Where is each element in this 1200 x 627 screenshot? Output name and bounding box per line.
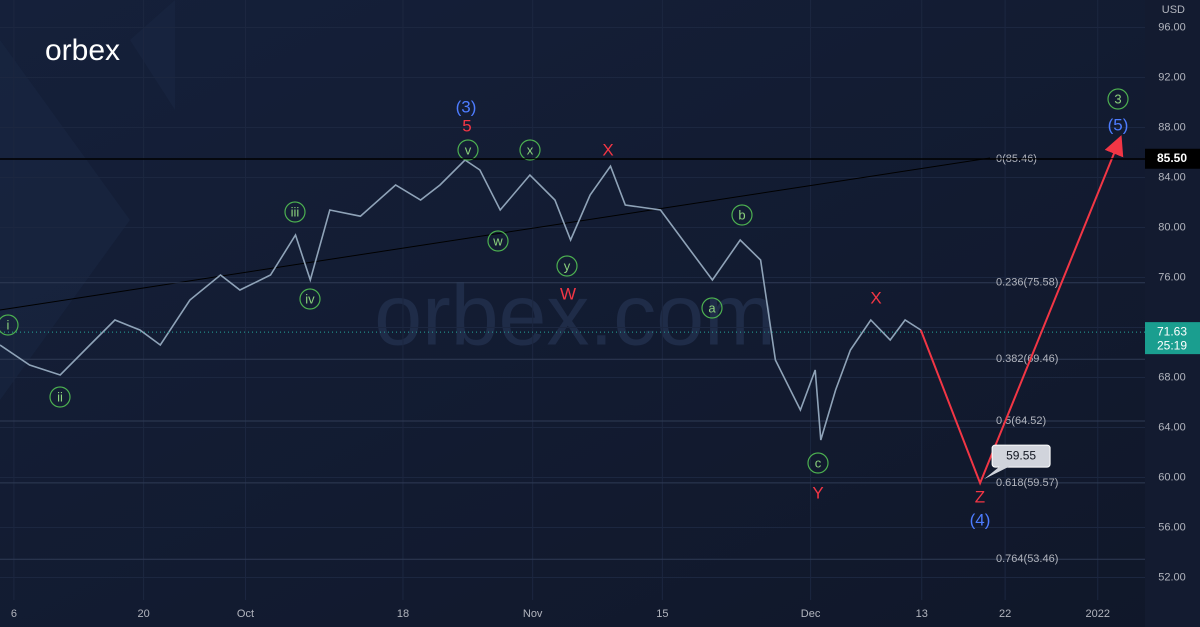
wave-label: X xyxy=(602,140,613,159)
wave-circle xyxy=(487,230,509,252)
fib-label: 0.5(64.52) xyxy=(996,415,1046,427)
price-line xyxy=(0,158,922,441)
wave-label: (3) xyxy=(456,97,477,116)
last-price-label: 71.63 xyxy=(1157,324,1187,338)
logo: orbex xyxy=(45,34,120,67)
y-tick-label: 64.00 xyxy=(1158,421,1186,433)
x-tick-label: 20 xyxy=(137,608,149,620)
wave-label: c xyxy=(815,455,822,470)
fib-label: 0.236(75.58) xyxy=(996,277,1058,289)
x-tick-label: Oct xyxy=(237,608,254,620)
wave-label: a xyxy=(708,300,716,315)
wave-circle xyxy=(556,255,578,277)
y-tick-label: 84.00 xyxy=(1158,171,1186,183)
wave-label: iv xyxy=(305,291,315,306)
level-label: 85.50 xyxy=(1157,151,1187,165)
wave-label: (4) xyxy=(970,510,991,529)
y-tick-label: 88.00 xyxy=(1158,121,1186,133)
y-tick-label: 60.00 xyxy=(1158,471,1186,483)
wave-label: (5) xyxy=(1108,115,1129,134)
x-tick-label: 18 xyxy=(397,608,409,620)
fib-label: 0.764(53.46) xyxy=(996,553,1058,565)
countdown: 25:19 xyxy=(1157,338,1187,352)
wave-circle xyxy=(0,314,19,336)
x-tick-label: Dec xyxy=(801,608,821,620)
currency: USD xyxy=(1162,4,1185,16)
wave-circle xyxy=(807,452,829,474)
wave-circle xyxy=(731,204,753,226)
projection xyxy=(919,135,1124,486)
fib-label: 0.382(69.46) xyxy=(996,353,1058,365)
x-tick-label: 6 xyxy=(11,608,17,620)
wave-label: ii xyxy=(57,389,63,404)
wave-label: 5 xyxy=(462,116,471,135)
wave-circle xyxy=(457,139,479,161)
callout-label: 59.55 xyxy=(1006,448,1036,462)
watermark: orbex.com xyxy=(374,268,776,364)
y-tick-label: 80.00 xyxy=(1158,221,1186,233)
level-box xyxy=(1145,148,1200,169)
wave-label: v xyxy=(465,142,472,157)
wave-label: w xyxy=(492,233,503,248)
wave-circle xyxy=(519,139,541,161)
last-price-box xyxy=(1145,322,1200,355)
wave-circle xyxy=(284,201,306,223)
wave-circle xyxy=(701,297,723,319)
x-tick-label: 22 xyxy=(999,608,1011,620)
wave-label: iii xyxy=(291,204,300,219)
x-tick-label: 15 xyxy=(656,608,668,620)
x-tick-label: 2022 xyxy=(1086,608,1110,620)
y-tick-label: 96.00 xyxy=(1158,21,1186,33)
y-tick-label: 56.00 xyxy=(1158,521,1186,533)
wave-circle xyxy=(299,288,321,310)
wave-label: b xyxy=(738,207,745,222)
wave-label: 3 xyxy=(1114,91,1121,106)
wave-label: y xyxy=(564,258,571,273)
wave-circle xyxy=(49,386,71,408)
y-tick-label: 76.00 xyxy=(1158,271,1186,283)
wave-label: Z xyxy=(975,487,985,506)
x-tick-label: Nov xyxy=(523,608,543,620)
callout-tail xyxy=(984,466,1011,480)
y-tick-label: 52.00 xyxy=(1158,571,1186,583)
fib-label: 0.618(59.57) xyxy=(996,477,1058,489)
wave-label: X xyxy=(870,288,881,307)
wave-label: i xyxy=(7,317,10,332)
y-tick-label: 92.00 xyxy=(1158,71,1186,83)
price-axis xyxy=(1145,0,1200,627)
callout-box xyxy=(991,444,1051,468)
y-tick-label: 68.00 xyxy=(1158,371,1186,383)
wave-label: Y xyxy=(812,483,823,502)
decor xyxy=(0,0,175,400)
x-tick-label: 13 xyxy=(916,608,928,620)
wave-label: x xyxy=(527,142,534,157)
wave-label: W xyxy=(560,284,576,303)
wave-circle xyxy=(1107,88,1129,110)
trend-line xyxy=(0,157,991,311)
